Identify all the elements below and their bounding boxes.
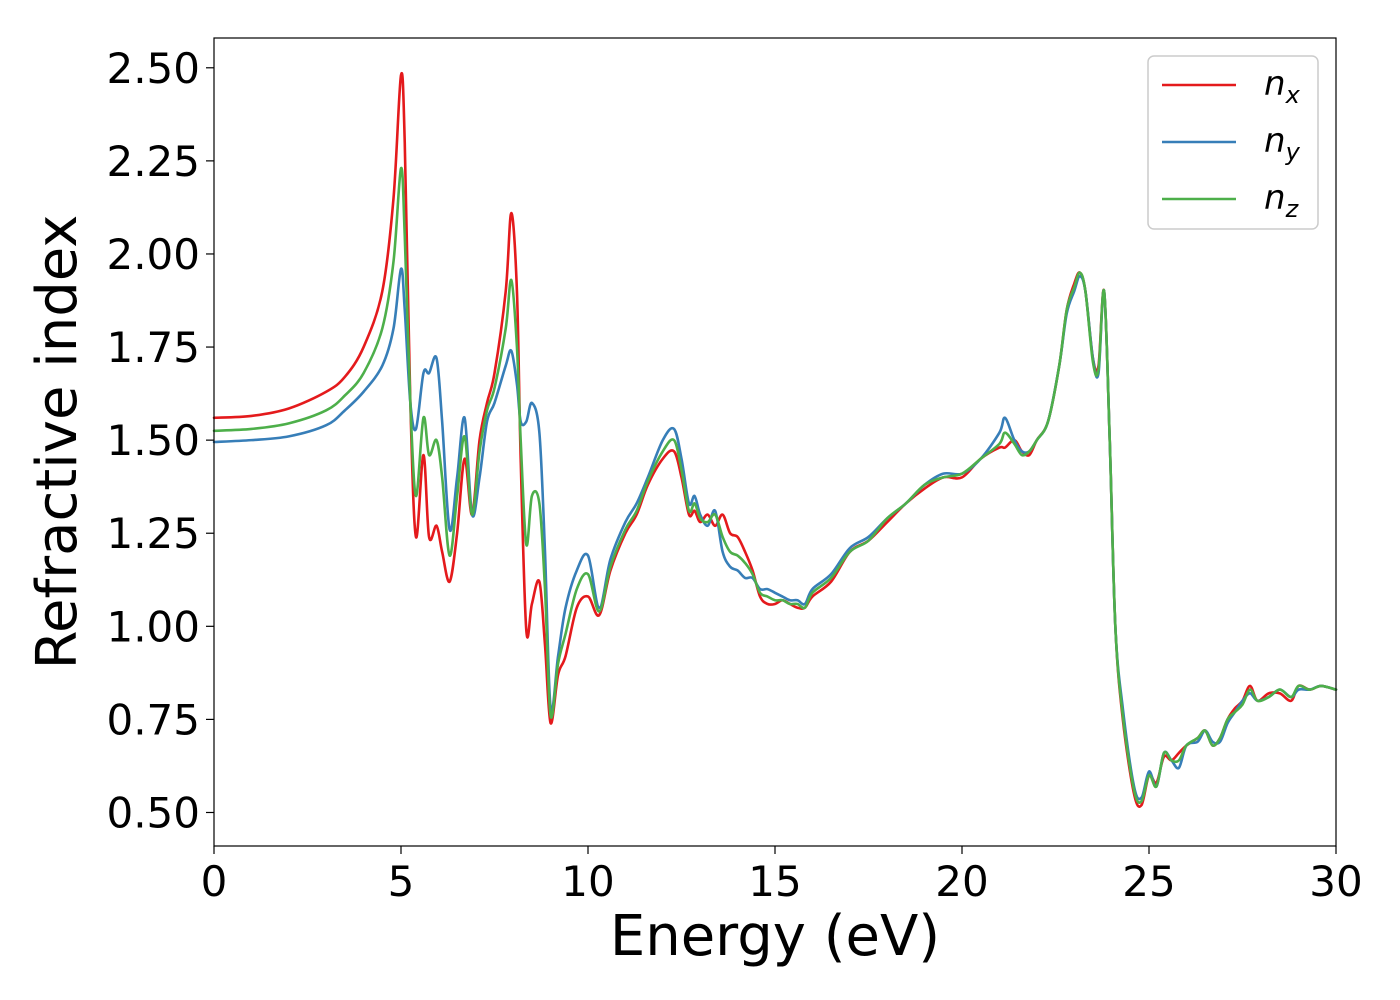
y-tick-label: 1.00 — [106, 602, 200, 651]
x-tick-label: 0 — [201, 857, 228, 906]
y-tick-label: 0.50 — [106, 788, 200, 837]
y-tick-label: 2.50 — [106, 44, 200, 93]
y-tick-label: 1.75 — [106, 323, 200, 372]
x-tick-label: 30 — [1309, 857, 1362, 906]
x-tick-label: 5 — [388, 857, 415, 906]
y-tick-label: 1.50 — [106, 416, 200, 465]
x-axis-title: Energy (eV) — [610, 904, 940, 969]
y-tick-label: 2.00 — [106, 230, 200, 279]
y-axis-title: Refractive index — [25, 215, 90, 670]
y-tick-label: 1.25 — [106, 509, 200, 558]
y-tick-label: 0.75 — [106, 695, 200, 744]
y-axis-ticks: 0.50 0.75 1.00 1.25 1.50 1.75 2.00 2.25 2.50 — [106, 44, 214, 837]
x-tick-label: 10 — [561, 857, 614, 906]
y-tick-label: 2.25 — [106, 137, 200, 186]
x-tick-label: 25 — [1122, 857, 1175, 906]
x-tick-label: 15 — [748, 857, 801, 906]
legend-label-y: ny — [1264, 121, 1301, 166]
legend-label-x: nx — [1264, 64, 1301, 109]
x-axis-ticks: 0 5 10 15 20 25 30 — [201, 846, 1363, 906]
legend: nx ny nz — [1147, 55, 1319, 230]
series-line-z — [212, 166, 1338, 804]
series-line-y — [212, 267, 1338, 801]
series-layer — [212, 72, 1338, 808]
x-tick-label: 20 — [935, 857, 988, 906]
legend-label-z: nz — [1264, 178, 1300, 223]
